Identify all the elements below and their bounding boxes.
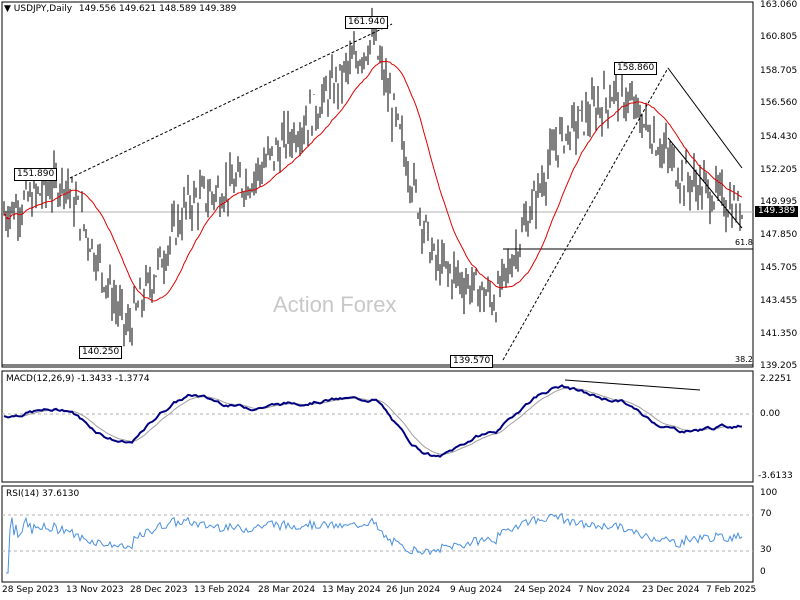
- price-tick: 149.995: [760, 197, 798, 207]
- annotation-high-2: 158.860: [614, 62, 658, 75]
- fib-382-label: 38.2: [735, 355, 753, 364]
- annotation-low-2: 139.570: [450, 355, 494, 368]
- rsi-pane-border: [1, 485, 754, 583]
- trend-line-upper: [69, 23, 393, 179]
- trend-line-lower: [502, 67, 669, 361]
- rsi-tick: 100: [760, 488, 778, 498]
- macd-tick: 2.2251: [760, 374, 792, 384]
- date-tick: 24 Sep 2024: [514, 585, 572, 595]
- channel-upper: [667, 67, 743, 169]
- ohlc-values: 149.556 149.621 148.589 149.389: [78, 4, 237, 14]
- rsi-tick: 0: [760, 567, 766, 577]
- price-tick: 139.205: [760, 361, 798, 371]
- price-bars: [3, 7, 743, 347]
- annotation-level-1: 151.890: [14, 168, 58, 181]
- price-tick: 152.205: [760, 165, 798, 175]
- price-tick: 156.560: [760, 98, 798, 108]
- date-tick: 7 Feb 2025: [706, 585, 757, 595]
- date-tick: 28 Dec 2023: [130, 585, 188, 595]
- date-tick: 13 May 2024: [322, 585, 381, 595]
- rsi-tick: 70: [760, 509, 772, 519]
- collapse-triangle-icon[interactable]: ▼: [4, 4, 11, 14]
- current-price-tag: 149.389: [755, 206, 799, 217]
- macd-tick: 0.00: [760, 409, 781, 419]
- price-tick: 147.850: [760, 230, 798, 240]
- chart-header: ▼ USDJPY,Daily 149.556 149.621 148.589 1…: [4, 4, 236, 14]
- rsi-label: RSI(14) 37.6130: [6, 489, 80, 499]
- rsi-tick: 30: [760, 545, 772, 555]
- price-tick: 145.705: [760, 263, 798, 273]
- macd-signal-line: [3, 387, 743, 455]
- moving-average-line: [3, 60, 743, 302]
- date-tick: 23 Dec 2024: [642, 585, 700, 595]
- macd-divergence-line: [564, 379, 701, 391]
- annotation-low-1: 140.250: [79, 346, 123, 359]
- price-tick: 160.805: [760, 32, 798, 42]
- channel-lower: [667, 137, 743, 229]
- macd-label: MACD(12,26,9) -1.3433 -1.3774: [6, 374, 150, 384]
- date-tick: 13 Nov 2023: [66, 585, 124, 595]
- price-tick: 141.350: [760, 329, 798, 339]
- price-tick: 154.430: [760, 132, 798, 142]
- annotation-high-1: 161.940: [345, 16, 389, 29]
- watermark: Action Forex: [273, 292, 397, 317]
- date-tick: 13 Feb 2024: [194, 585, 251, 595]
- date-tick: 9 Aug 2024: [450, 585, 502, 595]
- rsi-line: [6, 512, 743, 574]
- date-tick: 28 Mar 2024: [258, 585, 316, 595]
- price-tick: 143.455: [760, 296, 798, 306]
- main-pane-border: [1, 1, 754, 368]
- macd-line: [3, 384, 742, 458]
- symbol-label: USDJPY,Daily: [13, 4, 73, 14]
- date-tick: 26 Jun 2024: [386, 585, 441, 595]
- fib-618-label: 61.8: [735, 238, 753, 247]
- price-tick: 158.705: [760, 66, 798, 76]
- date-tick: 7 Nov 2024: [578, 585, 630, 595]
- price-tick: 163.060: [760, 0, 798, 10]
- date-tick: 28 Sep 2023: [2, 585, 60, 595]
- macd-pane-border: [1, 370, 754, 483]
- macd-tick: -3.6133: [758, 471, 793, 481]
